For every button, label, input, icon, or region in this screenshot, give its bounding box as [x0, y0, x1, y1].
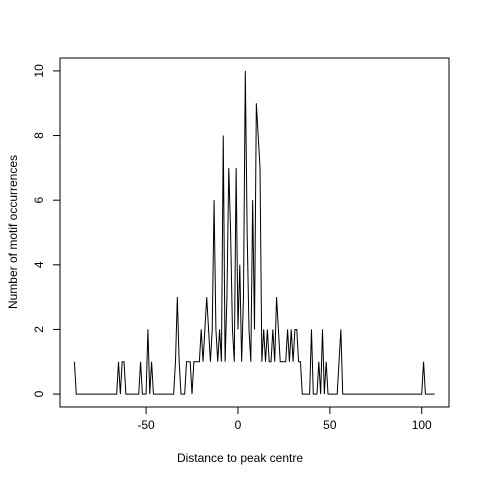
x-axis-label: Distance to peak centre [177, 451, 303, 465]
y-tick-label: 6 [32, 197, 46, 204]
y-tick-label: 8 [32, 132, 46, 139]
y-tick-label: 0 [32, 390, 46, 397]
y-tick-label: 4 [32, 261, 46, 268]
y-axis-label: Number of motif occurrences [6, 155, 20, 309]
x-tick-label: 0 [235, 418, 242, 432]
x-tick-label: 50 [323, 418, 337, 432]
y-tick-label: 10 [32, 64, 46, 78]
y-tick-label: 2 [32, 326, 46, 333]
data-line [73, 70, 435, 395]
x-tick-label: 100 [412, 418, 432, 432]
plot-box [59, 57, 450, 408]
x-tick-label: -50 [137, 418, 155, 432]
